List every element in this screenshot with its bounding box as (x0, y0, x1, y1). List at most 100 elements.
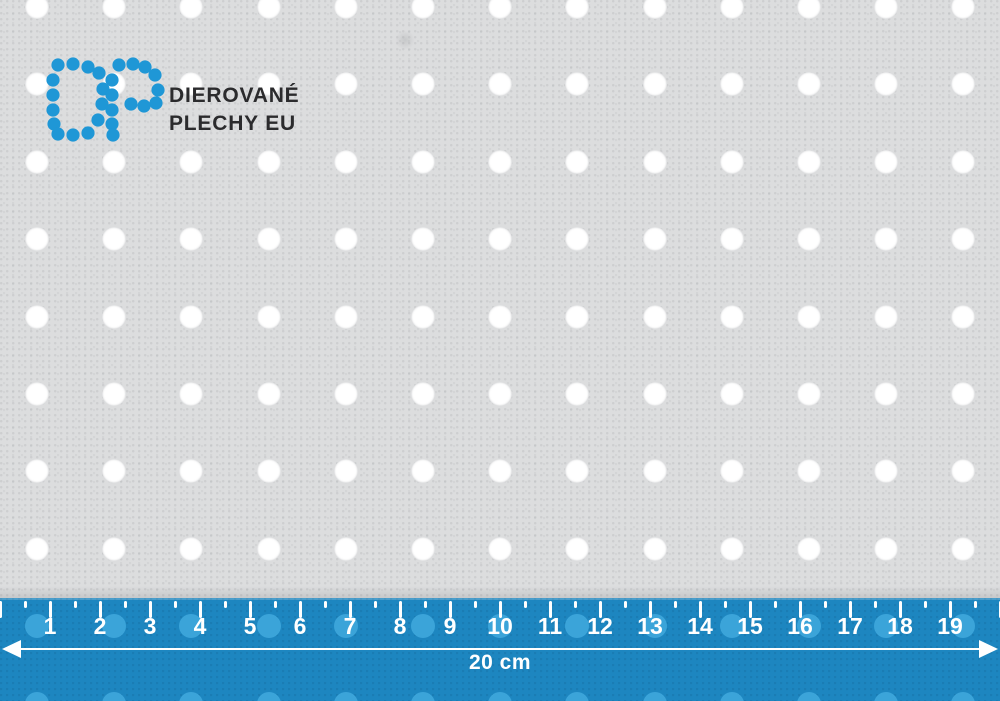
ruler-tick-minor (623, 601, 627, 608)
sheet-hole (179, 382, 204, 406)
sheet-hole (333, 149, 358, 174)
logo-dot (105, 103, 119, 117)
sheet-hole (488, 72, 513, 97)
ruler-tick-major (348, 601, 352, 618)
ruler-number: 3 (143, 613, 157, 639)
ruler-tick-major (598, 601, 602, 618)
ruler-tick-minor (773, 601, 777, 608)
sheet-hole (102, 304, 127, 329)
ruler-number: 9 (443, 613, 457, 639)
sheet-hole (411, 536, 435, 561)
sheet-hole (25, 304, 49, 329)
sheet-hole (797, 227, 821, 252)
ruler-number: 2 (93, 613, 107, 639)
sheet-hole (797, 304, 821, 329)
sheet-hole (179, 0, 204, 19)
sheet-hole (642, 72, 667, 97)
logo-dot (47, 117, 61, 131)
sheet-hole (797, 72, 821, 97)
ruler-number: 4 (193, 613, 207, 639)
sheet-hole (25, 459, 49, 484)
sheet-hole (874, 227, 899, 252)
logo-dot (46, 73, 60, 87)
ruler-band: 1 2 3 4 5 6 7 8 9 10 11 12 13 14 15 16 17 18 19 20 cm (0, 598, 1000, 701)
logo-dot (66, 57, 80, 71)
sheet-hole (642, 536, 667, 561)
sheet-hole (256, 149, 281, 174)
ruler-hole (642, 614, 667, 639)
ruler-number: 7 (343, 613, 357, 639)
arrow-right-icon (979, 640, 998, 658)
sheet-hole (411, 459, 435, 484)
ruler-hole (488, 614, 513, 639)
ruler-tick-minor (23, 601, 27, 608)
logo-dot (124, 97, 138, 111)
ruler-hole (488, 691, 513, 701)
sheet-hole (333, 382, 358, 406)
sheet-hole (102, 459, 127, 484)
sheet-hole (951, 304, 976, 329)
logo-dot (105, 88, 119, 102)
sheet-hole (951, 72, 976, 97)
dimension-line (16, 648, 984, 650)
sheet-hole (719, 304, 744, 329)
ruler-number: 13 (637, 613, 663, 639)
ruler-tick-minor (873, 601, 877, 608)
logo-dot (106, 128, 120, 142)
sheet-hole (488, 459, 513, 484)
ruler-hole (797, 691, 821, 701)
logo-dot (92, 66, 106, 80)
ruler-tick-minor (973, 601, 977, 608)
sheet-hole (179, 304, 204, 329)
sheet-hole (411, 149, 435, 174)
ruler-tick-major (798, 601, 802, 618)
ruler-hole (256, 691, 281, 701)
sheet-hole (951, 536, 976, 561)
ruler-tick-major (698, 601, 702, 618)
sheet-edge-shadow (0, 586, 1000, 598)
sheet-hole (951, 459, 976, 484)
ruler-tick-minor (73, 601, 77, 608)
sheet-hole (874, 72, 899, 97)
sheet-hole (874, 149, 899, 174)
logo-dot (81, 126, 95, 140)
sheet-hole (333, 72, 358, 97)
sheet-surface (0, 0, 1000, 598)
sheet-hole (565, 304, 590, 329)
sheet-hole (179, 149, 204, 174)
sheet-hole (411, 382, 435, 406)
ruler-hole (411, 691, 435, 701)
logo-dot (112, 58, 126, 72)
ruler-tick-major (898, 601, 902, 618)
ruler-tick-minor (923, 601, 927, 608)
ruler-tick-major (98, 601, 102, 618)
ruler-number: 10 (487, 613, 513, 639)
sheet-hole (102, 382, 127, 406)
ruler-number: 14 (687, 613, 713, 639)
dp-dotted-logo-icon (46, 57, 165, 142)
sheet-hole (179, 72, 204, 97)
sheet-hole (256, 0, 281, 19)
sheet-hole (719, 149, 744, 174)
sheet-hole (411, 72, 435, 97)
logo-dot (46, 103, 60, 117)
ruler-number: 18 (887, 613, 913, 639)
sheet-hole (179, 536, 204, 561)
ruler-hole (951, 691, 976, 701)
sheet-hole (642, 227, 667, 252)
ruler-hole (179, 614, 204, 639)
sheet-hole (102, 149, 127, 174)
ruler-tick-minor (823, 601, 827, 608)
sheet-hole (951, 149, 976, 174)
sheet-hole (719, 72, 744, 97)
sheet-hole (333, 227, 358, 252)
ruler-tick-minor (673, 601, 677, 608)
ruler-hole (565, 614, 590, 639)
logo-dot (95, 97, 109, 111)
sheet-hole (488, 304, 513, 329)
logo-dot (105, 73, 119, 87)
sheet-hole (25, 149, 49, 174)
sheet-hole (256, 227, 281, 252)
ruler-tick-minor (173, 601, 177, 608)
